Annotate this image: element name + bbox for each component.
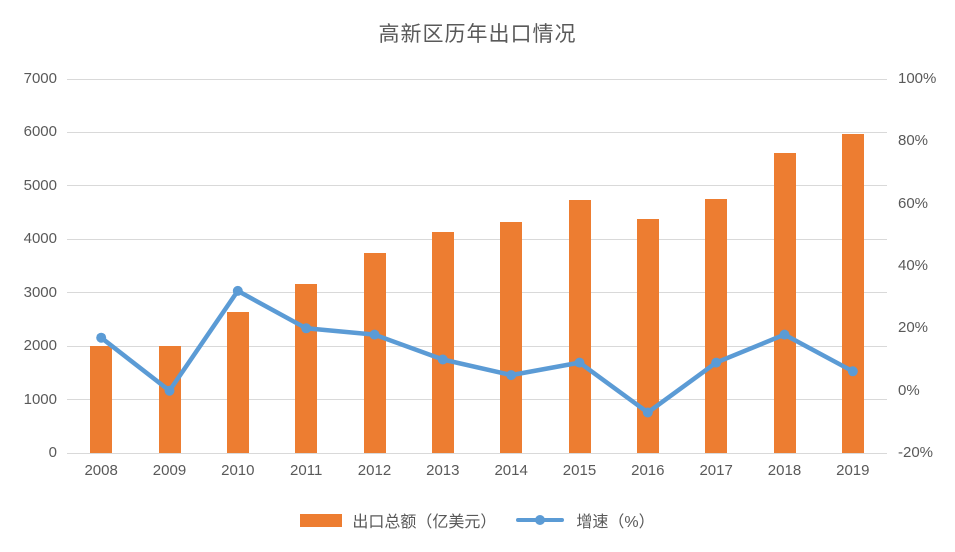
bar-2008	[90, 346, 113, 453]
bar-2015	[568, 200, 591, 453]
legend-bar-swatch-icon	[300, 513, 343, 527]
left-axis-tick: 3000	[23, 283, 57, 301]
chart-title: 高新区历年出口情况	[378, 23, 577, 46]
x-axis-tick-2013: 2013	[426, 462, 460, 479]
legend-line-swatch-icon	[516, 513, 565, 527]
x-axis-tick-2017: 2017	[699, 462, 733, 479]
bar-2013	[431, 232, 454, 453]
line-marker-2012	[369, 329, 380, 340]
left-axis-tick: 2000	[23, 337, 57, 355]
growth-line	[98, 288, 856, 415]
bar-2018	[773, 152, 796, 453]
legend-bar-label: 出口总额（亿美元）	[352, 514, 497, 531]
x-axis-tick-2015: 2015	[562, 462, 597, 479]
bar-2012	[363, 253, 386, 453]
right-axis-tick: 40%	[898, 257, 929, 274]
right-axis-tick: 80%	[898, 132, 929, 150]
bar-2019	[841, 134, 864, 453]
left-axis-tick: 7000	[23, 70, 57, 87]
bar-2010	[226, 311, 249, 453]
gridline	[67, 78, 887, 80]
bar-2014	[500, 221, 523, 453]
plot-area	[67, 78, 887, 454]
line-marker-2015	[574, 357, 585, 368]
legend-line-label: 增速（%）	[576, 514, 655, 531]
gridline	[67, 399, 887, 401]
right-axis-tick: 60%	[898, 194, 929, 212]
gridline	[67, 131, 887, 133]
left-axis-tick: 5000	[23, 176, 57, 194]
x-axis-tick-2018: 2018	[767, 462, 802, 479]
left-axis-tick: 6000	[23, 123, 57, 141]
bar-2017	[705, 198, 728, 453]
right-axis-tick: 0%	[898, 381, 920, 399]
line-series	[96, 285, 858, 418]
line-marker-2017	[711, 357, 722, 368]
line-marker-2018	[779, 329, 790, 340]
line-marker-2019	[847, 366, 858, 377]
x-axis-tick-2014: 2014	[494, 462, 528, 479]
right-axis-tick: 20%	[898, 319, 929, 337]
gridline	[67, 292, 887, 294]
line-marker-2016	[642, 407, 653, 418]
bar-2009	[158, 346, 181, 453]
left-axis-tick: 0	[48, 444, 57, 461]
line-marker-2009	[164, 385, 175, 396]
line-marker-2008	[96, 332, 107, 343]
gridline	[67, 238, 887, 240]
x-axis-tick-2010: 2010	[221, 462, 255, 479]
x-axis-tick-2011: 2011	[290, 462, 323, 479]
left-axis-tick: 4000	[23, 230, 57, 248]
x-axis-tick-2012: 2012	[357, 462, 392, 479]
gridline	[67, 345, 887, 347]
right-axis-tick: -20%	[898, 444, 934, 461]
legend: 出口总额（亿美元） 增速（%）	[0, 508, 955, 532]
line-marker-2013	[437, 354, 448, 365]
line-marker-2014	[506, 370, 517, 381]
right-axis-tick: 100%	[898, 70, 937, 87]
x-axis-tick-2008: 2008	[84, 462, 118, 479]
x-axis-tick-2016: 2016	[631, 462, 665, 479]
bar-2016	[636, 218, 659, 453]
gridline	[67, 452, 887, 454]
gridline	[67, 185, 887, 187]
line-marker-2010	[232, 285, 243, 296]
left-axis-tick: 1000	[23, 390, 57, 408]
line-marker-2011	[301, 323, 312, 334]
x-axis-tick-2009: 2009	[152, 462, 187, 479]
x-axis-tick-2019: 2019	[836, 462, 870, 479]
